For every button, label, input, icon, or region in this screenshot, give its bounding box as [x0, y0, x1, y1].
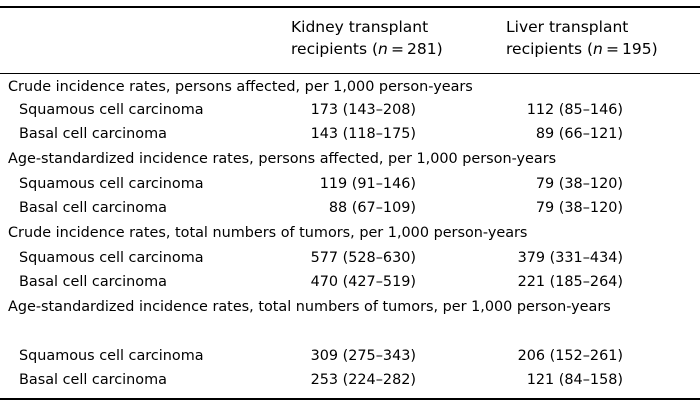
liver-value: 379 (331–434) — [517, 250, 623, 266]
column-header-kidney: Kidney transplant recipients (n = 281) — [291, 16, 443, 60]
kidney-value: 470 (427–519) — [310, 274, 416, 290]
table-row: Basal cell carcinoma 253 (224–282) 121 (… — [0, 368, 700, 392]
table-row: Squamous cell carcinoma 119 (91–146) 79 … — [0, 172, 700, 196]
kidney-value: 173 (143–208) — [310, 102, 416, 118]
table-row: Squamous cell carcinoma 577 (528–630) 37… — [0, 246, 700, 270]
liver-value: 206 (152–261) — [517, 348, 623, 364]
column-header-kidney-line1: Kidney transplant — [291, 18, 429, 36]
table-row: Squamous cell carcinoma 173 (143–208) 11… — [0, 98, 700, 122]
liver-value: 121 (84–158) — [526, 372, 623, 388]
liver-value: 79 (38–120) — [535, 200, 623, 216]
liver-value: 221 (185–264) — [517, 274, 623, 290]
row-label: Squamous cell carcinoma — [19, 176, 204, 192]
column-header-kidney-line2: recipients (n = 281) — [291, 40, 443, 58]
liver-value: 89 (66–121) — [535, 126, 623, 142]
kidney-value: 143 (118–175) — [310, 126, 416, 142]
table-row: Basal cell carcinoma 143 (118–175) 89 (6… — [0, 122, 700, 146]
row-label: Basal cell carcinoma — [19, 274, 167, 290]
row-label: Basal cell carcinoma — [19, 372, 167, 388]
row-label: Squamous cell carcinoma — [19, 250, 204, 266]
table-top-rule — [0, 6, 700, 8]
kidney-value: 88 (67–109) — [328, 200, 416, 216]
row-label: Basal cell carcinoma — [19, 126, 167, 142]
row-label: Squamous cell carcinoma — [19, 348, 204, 364]
section-title: Crude incidence rates, persons affected,… — [8, 79, 473, 95]
liver-value: 112 (85–146) — [526, 102, 623, 118]
column-header-liver-line1: Liver transplant — [506, 18, 629, 36]
section-title: Age-standardized incidence rates, person… — [8, 151, 557, 167]
kidney-value: 309 (275–343) — [310, 348, 416, 364]
section-title: Crude incidence rates, total numbers of … — [8, 225, 528, 241]
header-rule — [0, 73, 700, 74]
column-header-liver: Liver transplant recipients (n = 195) — [506, 16, 658, 60]
row-label: Squamous cell carcinoma — [19, 102, 204, 118]
table-row: Squamous cell carcinoma 309 (275–343) 20… — [0, 344, 700, 368]
kidney-value: 119 (91–146) — [319, 176, 416, 192]
section-title: Age-standardized incidence rates, total … — [8, 299, 611, 315]
kidney-value: 253 (224–282) — [310, 372, 416, 388]
column-header-liver-line2: recipients (n = 195) — [506, 40, 658, 58]
liver-value: 79 (38–120) — [535, 176, 623, 192]
table-bottom-rule — [0, 398, 700, 400]
table-row: Basal cell carcinoma 470 (427–519) 221 (… — [0, 270, 700, 294]
table-row: Basal cell carcinoma 88 (67–109) 79 (38–… — [0, 196, 700, 220]
kidney-value: 577 (528–630) — [310, 250, 416, 266]
row-label: Basal cell carcinoma — [19, 200, 167, 216]
